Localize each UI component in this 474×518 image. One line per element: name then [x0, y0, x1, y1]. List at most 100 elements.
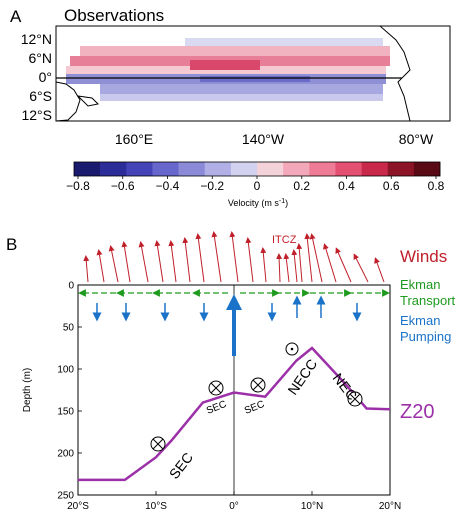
colorbar-tick-label: −0.2: [200, 179, 224, 193]
y-tick-label: 250: [57, 491, 74, 502]
colorbar-cell: [230, 162, 258, 176]
colorbar-cell: [257, 162, 284, 176]
current-symbols: [150, 342, 363, 452]
wind-arrow: [291, 249, 298, 283]
wind-arrows: [83, 231, 385, 283]
colorbar-cell: [361, 162, 389, 176]
colorbar-tick-label: 0.4: [338, 179, 355, 193]
wind-arrow: [276, 253, 283, 283]
y-tick-label: 100: [57, 365, 74, 376]
out-of-page-symbol: [290, 347, 294, 351]
field-band: [185, 38, 383, 46]
x-tick-label: 10°S: [145, 501, 167, 512]
y-tick-label: 0: [68, 281, 74, 292]
colorbar-label: Velocity (m s-1): [228, 198, 288, 208]
wind-arrow: [154, 240, 164, 283]
colorbar: −0.8 −0.6 −0.4 −0.2 0 0.2 0.4 0.6 0.8 Velocity (…: [66, 161, 445, 208]
land-islands: [76, 95, 100, 107]
x-tick-label: 0°: [229, 501, 239, 512]
into-page-symbol: [252, 379, 264, 391]
lat-label: 12°N: [21, 31, 52, 47]
colorbar-tick-label: −0.6: [111, 179, 135, 193]
colorbar-cells: [74, 162, 441, 176]
wind-arrow: [182, 237, 191, 283]
winds-label: Winds: [400, 247, 447, 266]
x-tick-label: 20°N: [379, 501, 401, 512]
y-tick-label: 50: [63, 323, 75, 334]
wind-arrow: [304, 233, 313, 283]
into-page-symbol: [210, 382, 222, 394]
ekman-transport-label: Transport: [400, 293, 456, 308]
colorbar-cell: [178, 162, 206, 176]
colorbar-tick-label: 0.6: [383, 179, 400, 193]
ekman-pumping-arrows: [92, 294, 362, 356]
wind-arrow: [353, 253, 369, 283]
colorbar-tick-label: −0.4: [156, 179, 180, 193]
itcz-label: ITCZ: [272, 234, 297, 246]
y-tick-label: 200: [57, 449, 74, 460]
lon-label: 140°W: [242, 131, 285, 147]
colorbar-cell: [335, 162, 362, 176]
ekman-transport-label: Ekman: [400, 277, 440, 292]
colorbar-cell: [100, 162, 127, 176]
field-band: [200, 76, 310, 82]
wind-arrow: [309, 233, 323, 283]
velocity-map: 12°N 6°N 0° 6°S 12°S 160°E 140°W 80°W: [21, 25, 451, 147]
field-band: [190, 60, 260, 70]
wind-arrow: [168, 240, 177, 283]
current-label-sec: SEC: [243, 399, 266, 417]
wind-arrow: [83, 255, 90, 283]
panel-b-label: B: [6, 235, 17, 254]
into-page-symbol: [349, 393, 361, 405]
colorbar-tick-label: 0.2: [293, 179, 310, 193]
into-page-symbol: [152, 438, 164, 450]
colorbar-cell: [387, 162, 415, 176]
y-axis-label: Depth (m): [22, 368, 33, 412]
colorbar-tick-label: 0.8: [428, 179, 445, 193]
x-tick-label: 20°S: [67, 501, 89, 512]
colorbar-cell: [283, 162, 310, 176]
wind-arrow: [96, 249, 105, 283]
lat-label: 0°: [39, 69, 52, 85]
wind-arrow: [245, 237, 254, 283]
panel-a-title: Observations: [64, 6, 164, 25]
y-tick-label: 150: [57, 407, 74, 418]
wind-arrow: [138, 241, 149, 283]
current-label-sec: SEC: [166, 449, 196, 482]
wind-arrow: [374, 257, 385, 283]
wind-arrow: [108, 245, 119, 283]
z20-line: [78, 346, 391, 482]
colorbar-cell: [204, 162, 232, 176]
field-band: [100, 94, 383, 101]
lat-label: 6°S: [29, 88, 52, 104]
field-band: [80, 46, 390, 56]
colorbar-cell: [309, 162, 336, 176]
wind-arrow: [211, 231, 222, 283]
current-label-necc: NECC: [284, 356, 320, 398]
field-band: [100, 84, 383, 94]
land-americas: [378, 25, 451, 122]
x-tick-label: 10°N: [301, 501, 323, 512]
colorbar-cell: [74, 162, 101, 176]
ekman-pumping-label: Ekman: [400, 313, 440, 328]
land-new-guinea: [55, 81, 81, 122]
z20-label: Z20: [400, 401, 434, 423]
wind-arrow: [283, 253, 290, 283]
lat-label: 12°S: [21, 107, 52, 123]
colorbar-tick-label: 0: [254, 179, 261, 193]
wind-arrow: [229, 231, 239, 283]
colorbar-cell: [126, 162, 153, 176]
ekman-pumping-label: Pumping: [400, 329, 451, 344]
lon-label: 80°W: [399, 131, 434, 147]
lon-label: 160°E: [115, 131, 153, 147]
wind-arrow: [260, 247, 267, 283]
colorbar-cell: [413, 162, 441, 176]
wind-arrow: [323, 243, 337, 283]
panel-a-label: A: [10, 7, 22, 26]
wind-arrow: [121, 241, 131, 283]
lat-label: 6°N: [29, 50, 53, 66]
wind-arrow: [296, 243, 303, 283]
